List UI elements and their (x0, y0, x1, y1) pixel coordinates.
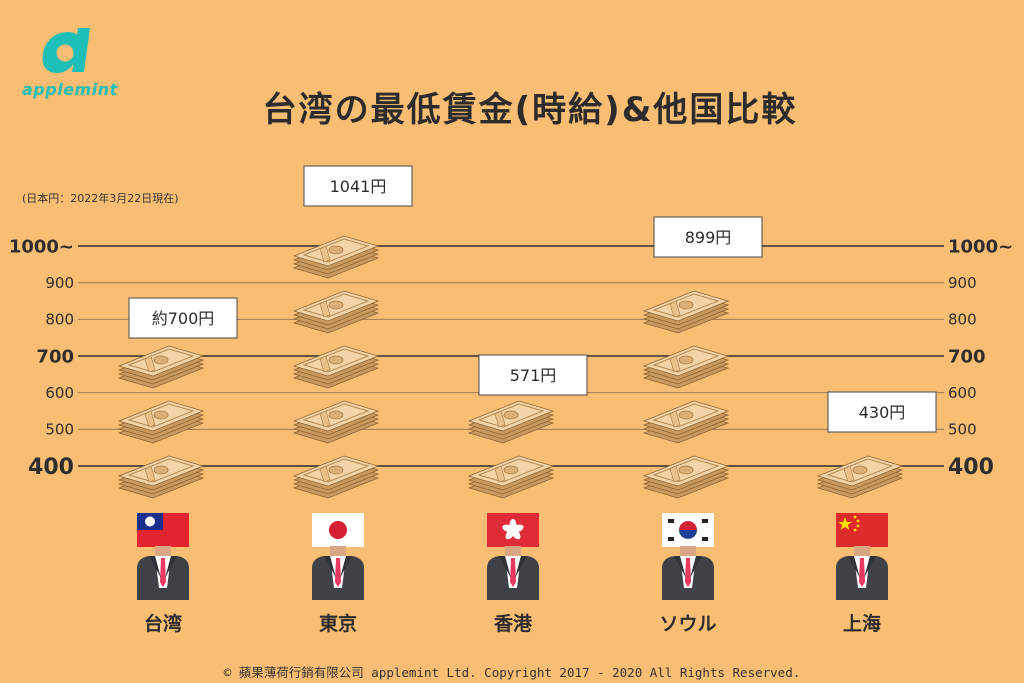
banknote-stack-icon (292, 235, 380, 279)
bar-0 (117, 345, 205, 499)
y-tick-label-left: 500 (45, 421, 74, 439)
copyright-footer: © 蘋果薄荷行銷有限公司 applemint Ltd. Copyright 20… (223, 665, 801, 680)
y-tick-label-left: 700 (36, 346, 74, 367)
money-stacks (117, 235, 904, 499)
banknote-stack-icon (292, 455, 380, 499)
banknote-stack-icon (292, 290, 380, 334)
businessman-icon (836, 546, 888, 600)
value-labels: 約700円 1041円 571円 899円 430円 (128, 165, 937, 433)
banknote-stack-icon (292, 400, 380, 444)
japan-flag-icon (312, 513, 364, 547)
gridlines: 1000~ 1000~ 900 900 800 800 700 700 600 600 500 500… (9, 236, 1013, 479)
y-tick-label-right: 400 (948, 455, 994, 480)
y-tick-label-left: 1000~ (9, 236, 74, 257)
y-tick-label-right: 600 (948, 384, 977, 402)
value-label-text: 約700円 (152, 309, 215, 328)
category-label: 東京 (319, 612, 357, 635)
value-label: 約700円 (128, 297, 238, 339)
businessman-icon (312, 546, 364, 600)
banknote-stack-icon (467, 400, 555, 444)
korea-flag-icon (662, 513, 714, 547)
chart-title: 台湾の最低賃金(時給)&他国比較 (262, 90, 798, 130)
y-tick-label-left: 900 (45, 274, 74, 292)
y-tick-label-right: 900 (948, 274, 977, 292)
banknote-stack-icon (816, 455, 904, 499)
category-label: 上海 (843, 612, 881, 635)
applemint-logo-icon (42, 28, 90, 73)
value-label: 1041円 (303, 165, 413, 207)
banknote-stack-icon (467, 455, 555, 499)
category-label: 香港 (493, 613, 533, 635)
banknote-stack-icon (642, 400, 730, 444)
banknote-stack-icon (642, 290, 730, 334)
banknote-stack-icon (642, 455, 730, 499)
value-label: 430円 (827, 391, 937, 433)
value-label-text: 571円 (510, 366, 557, 385)
value-label-text: 1041円 (330, 177, 387, 196)
value-label-text: 430円 (859, 403, 906, 422)
category-label: 台湾 (144, 612, 182, 635)
y-tick-label-left: 800 (45, 311, 74, 329)
y-tick-label-left: 400 (28, 455, 74, 480)
businessman-icon (137, 546, 189, 600)
value-label: 899円 (653, 216, 763, 258)
banknote-stack-icon (642, 345, 730, 389)
y-tick-label-right: 500 (948, 421, 977, 439)
businessman-icon (487, 546, 539, 600)
banknote-stack-icon (117, 345, 205, 389)
banknote-stack-icon (292, 345, 380, 389)
brand-name: applemint (22, 80, 118, 99)
value-label: 571円 (478, 354, 588, 396)
people: 台湾 東京 香港 ソウル 上海 (137, 513, 888, 635)
value-label-text: 899円 (685, 228, 732, 247)
currency-note: (日本円：2022年3月22日現在) (22, 192, 179, 205)
y-tick-label-right: 1000~ (948, 236, 1013, 257)
y-tick-label-left: 600 (45, 384, 74, 402)
taiwan-flag-icon (137, 513, 189, 547)
bar-4 (816, 455, 904, 499)
bar-2 (467, 400, 555, 499)
category-label: ソウル (659, 613, 716, 635)
bar-3 (642, 290, 730, 499)
bar-1 (292, 235, 380, 499)
y-tick-label-right: 700 (948, 346, 986, 367)
banknote-stack-icon (117, 455, 205, 499)
hongkong-flag-icon (487, 513, 539, 547)
y-tick-label-right: 800 (948, 311, 977, 329)
banknote-stack-icon (117, 400, 205, 444)
china-flag-icon (836, 513, 888, 547)
businessman-icon (662, 546, 714, 600)
